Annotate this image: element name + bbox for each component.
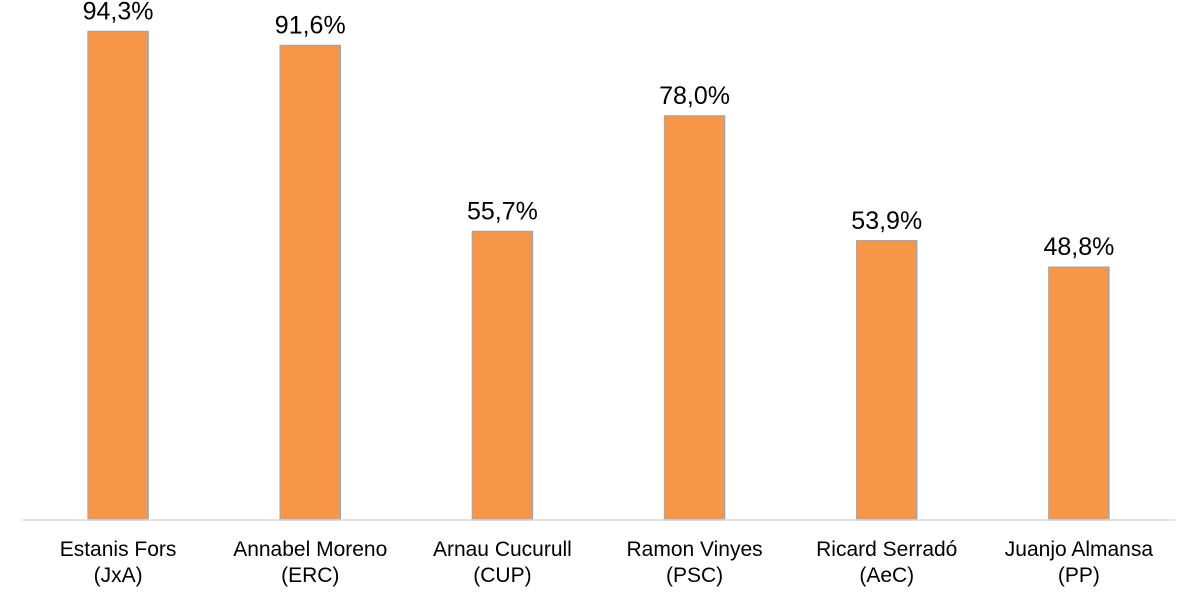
bars-layer xyxy=(87,30,1110,521)
category-label-4-line-1: (AeC) xyxy=(859,564,914,587)
data-labels-layer: 94,3% 91,6% 55,7% 78,0% 53,9% 48,8% xyxy=(83,0,1115,261)
bar-0 xyxy=(87,30,149,521)
category-label-3-line-0: Ramon Vinyes xyxy=(626,538,762,561)
category-label-5-line-0: Juanjo Almansa xyxy=(1005,538,1154,561)
category-label-2-line-1: (CUP) xyxy=(473,564,531,587)
data-label-0: 94,3% xyxy=(83,0,154,26)
data-label-1: 91,6% xyxy=(275,12,346,40)
category-label-2-line-0: Arnau Cucurull xyxy=(433,538,572,561)
category-label-5-line-1: (PP) xyxy=(1058,564,1100,587)
category-label-1-line-0: Annabel Moreno xyxy=(233,538,387,561)
category-label-4-line-0: Ricard Serradó xyxy=(816,538,957,561)
bar-2 xyxy=(471,230,534,521)
bar-3 xyxy=(663,115,726,521)
category-label-0-line-0: Estanis Fors xyxy=(60,538,177,561)
data-label-5: 48,8% xyxy=(1043,233,1114,261)
category-labels-layer: Estanis Fors (JxA) Annabel Moreno (ERC) Arna… xyxy=(60,538,1154,587)
category-label-3-line-1: (PSC) xyxy=(666,564,723,587)
data-label-4: 53,9% xyxy=(851,207,922,235)
category-label-0-line-1: (JxA) xyxy=(94,564,143,587)
bar-1 xyxy=(279,44,341,521)
bar-5 xyxy=(1048,266,1110,521)
data-label-3: 78,0% xyxy=(659,82,730,110)
data-label-2: 55,7% xyxy=(467,197,538,225)
bar-4 xyxy=(856,240,918,521)
category-label-1-line-1: (ERC) xyxy=(281,564,339,587)
